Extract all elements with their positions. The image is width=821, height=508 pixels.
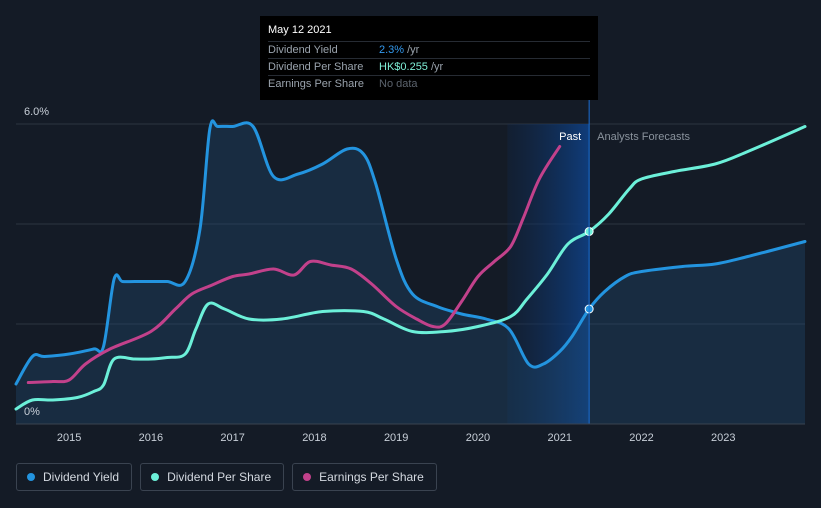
- x-tick-label: 2020: [466, 432, 490, 444]
- series-lines: [14, 119, 807, 411]
- tooltip-date: May 12 2021: [268, 24, 332, 36]
- x-tick-label: 2016: [139, 432, 163, 444]
- legend-dot-icon: [27, 473, 35, 481]
- tooltip-row-dps: Dividend Per Share HK$0.255 /yr: [268, 58, 590, 75]
- legend-dot-icon: [151, 473, 160, 481]
- grid-lines: [16, 123, 805, 325]
- legend-dot-icon: [303, 473, 312, 481]
- tooltip-unit: /yr: [407, 44, 420, 56]
- x-tick-label: 2022: [629, 432, 653, 444]
- tooltip-label: Dividend Per Share: [268, 61, 364, 73]
- legend-label: Earnings Per Share: [319, 470, 424, 484]
- tooltip: May 12 2021 Dividend Yield 2.3% /yr Divi…: [260, 16, 598, 100]
- dividend-yield-area: [16, 120, 805, 424]
- x-tick-label: 2021: [547, 432, 571, 444]
- tooltip-value: HK$0.255: [379, 61, 428, 73]
- tooltip-value: 2.3%: [379, 44, 405, 56]
- dividend-per-share-line: [14, 125, 807, 411]
- x-tick-label: 2015: [57, 432, 81, 444]
- tooltip-row-yield: Dividend Yield 2.3% /yr: [268, 41, 590, 58]
- axes: 6.0% 0% 2015 2016 2017 2018 2019 2020 2021 2022 20…: [16, 106, 805, 444]
- legend-earnings-per-share[interactable]: Earnings Per Share: [292, 463, 437, 491]
- x-tick-label: 2023: [711, 432, 735, 444]
- legend-label: Dividend Yield: [43, 470, 120, 484]
- tooltip-label: Earnings Per Share: [268, 78, 364, 90]
- forecast-label: Analysts Forecasts: [597, 131, 690, 143]
- x-tick-label: 2019: [384, 432, 408, 444]
- x-tick-label: 2018: [302, 432, 326, 444]
- x-tick-label: 2017: [220, 432, 244, 444]
- tooltip-label: Dividend Yield: [268, 44, 338, 56]
- tooltip-row-eps: Earnings Per Share No data: [268, 75, 590, 92]
- tooltip-value: No data: [379, 78, 418, 90]
- legend-dividend-yield[interactable]: Dividend Yield: [16, 463, 133, 491]
- legend-dividend-per-share[interactable]: Dividend Per Share: [140, 463, 285, 491]
- y-tick-label: 6.0%: [24, 106, 49, 118]
- legend-label: Dividend Per Share: [167, 470, 272, 484]
- yield-area: [16, 120, 805, 424]
- past-label: Past: [559, 131, 581, 143]
- y-tick-label: 0%: [24, 406, 40, 418]
- earnings-per-share-line: [26, 145, 562, 384]
- dividend-yield-line: [14, 119, 807, 386]
- tooltip-unit: /yr: [430, 61, 444, 73]
- legend: Dividend Yield Dividend Per Share Earnin…: [16, 463, 437, 491]
